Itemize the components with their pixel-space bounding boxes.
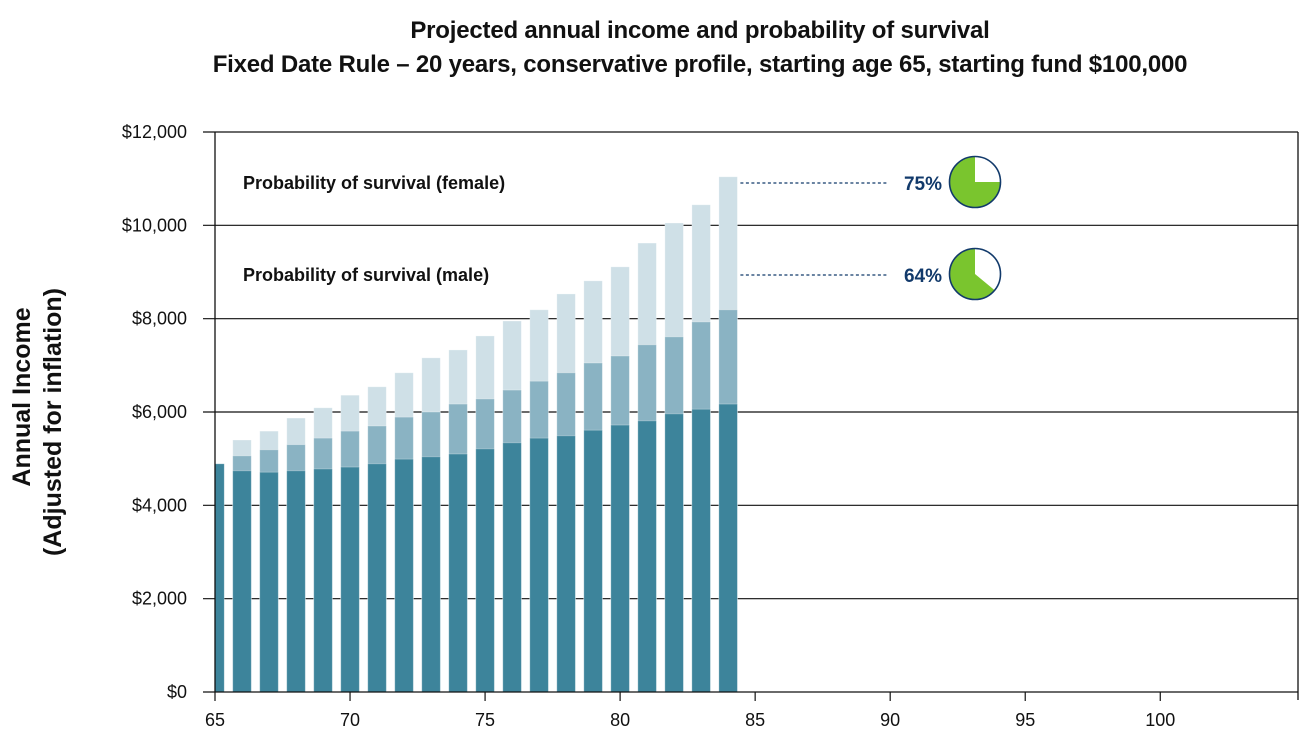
bar-group-age-78 <box>556 293 576 692</box>
x-tick-label: 80 <box>610 710 630 730</box>
survival-annotation-male: Probability of survival (male) 64% <box>243 247 1002 301</box>
x-tick-label: 65 <box>205 710 225 730</box>
y-axis-title: Annual Income (Adjusted for inflation) <box>8 288 67 556</box>
chart-title: Projected annual income and probability … <box>410 17 990 44</box>
bar-group-age-75 <box>475 335 495 692</box>
bar-group-age-71 <box>367 386 387 692</box>
x-tick-labels: 65 70 75 80 85 90 95 100 <box>205 692 1175 730</box>
bar-lower-range-age-66 <box>232 470 252 692</box>
survival-annotation-female: Probability of survival (female) 75% <box>243 155 1002 209</box>
bar-group-age-82 <box>664 222 684 692</box>
pie-outline <box>948 155 1002 209</box>
bar-group-age-79 <box>583 280 603 692</box>
gridlines <box>203 131 1298 600</box>
bar-group-age-76 <box>502 320 522 692</box>
bar-group-age-72 <box>394 372 414 692</box>
x-tick-label: 75 <box>475 710 495 730</box>
bar-group-age-66 <box>232 439 252 692</box>
pie-slice-survival <box>949 156 1001 208</box>
bar-lower-range-age-76 <box>502 442 522 692</box>
bars <box>215 176 738 692</box>
bar-group-age-68 <box>286 417 306 692</box>
bar-lower-range-age-74 <box>448 453 468 692</box>
x-tick-label: 100 <box>1145 710 1175 730</box>
x-tick-label: 90 <box>880 710 900 730</box>
bar-lower-range-age-75 <box>475 448 495 692</box>
x-tick-label: 95 <box>1015 710 1035 730</box>
axes <box>203 132 1299 700</box>
bar-lower-range-age-80 <box>610 424 630 692</box>
bar-lower-range-age-70 <box>340 466 360 692</box>
bar-lower-range-age-78 <box>556 435 576 692</box>
y-axis-title-line1: Annual Income <box>8 307 36 486</box>
y-tick-labels: $0 $2,000 $4,000 $6,000 $8,000 $10,000 $12,000 <box>122 122 187 702</box>
bar-lower-range-age-79 <box>583 429 603 692</box>
bar-lower-range-age-82 <box>664 413 684 692</box>
bar-group-age-84 <box>718 176 738 692</box>
y-axis-title-line2: (Adjusted for inflation) <box>39 288 67 556</box>
x-tick-label: 70 <box>340 710 360 730</box>
y-tick-label: $10,000 <box>122 215 187 235</box>
y-tick-label: $0 <box>167 682 187 702</box>
bar-group-age-83 <box>691 204 711 692</box>
survival-percent: 64% <box>904 266 942 287</box>
pie-slice-survival <box>949 248 995 300</box>
y-tick-label: $12,000 <box>122 122 187 142</box>
pie-outline <box>948 247 1002 301</box>
bar-group-age-81 <box>637 242 657 692</box>
bar-lower-range-age-84 <box>718 403 738 692</box>
bar-lower-range-age-77 <box>529 437 549 692</box>
bar-group-age-73 <box>421 357 441 692</box>
y-tick-label: $4,000 <box>132 495 187 515</box>
bar-lower-range-age-73 <box>421 456 441 692</box>
survival-percent: 75% <box>904 174 942 195</box>
bar-lower-range-age-83 <box>691 408 711 692</box>
survival-label: Probability of survival (male) <box>243 265 489 285</box>
y-tick-label: $6,000 <box>132 402 187 422</box>
bar-lower-range-age-69 <box>313 468 333 692</box>
bar-lower-range-age-65 <box>215 463 225 692</box>
y-tick-label: $2,000 <box>132 589 187 609</box>
bar-lower-range-age-71 <box>367 463 387 692</box>
bar-group-age-67 <box>259 430 279 692</box>
bar-group-age-70 <box>340 394 360 692</box>
survival-label: Probability of survival (female) <box>243 173 505 193</box>
bar-group-age-69 <box>313 407 333 692</box>
x-tick-label: 85 <box>745 710 765 730</box>
y-tick-label: $8,000 <box>132 309 187 329</box>
survival-annotations: Probability of survival (female) 75%Proba… <box>243 155 1002 301</box>
bar-group-age-74 <box>448 349 468 692</box>
bar-lower-range-age-81 <box>637 420 657 692</box>
bar-group-age-80 <box>610 266 630 692</box>
bar-group-age-65 <box>215 463 225 692</box>
bar-lower-range-age-72 <box>394 458 414 692</box>
chart-subtitle: Fixed Date Rule – 20 years, conservative… <box>212 51 1188 78</box>
bar-lower-range-age-67 <box>259 471 279 692</box>
bar-group-age-77 <box>529 309 549 692</box>
bar-lower-range-age-68 <box>286 470 306 692</box>
